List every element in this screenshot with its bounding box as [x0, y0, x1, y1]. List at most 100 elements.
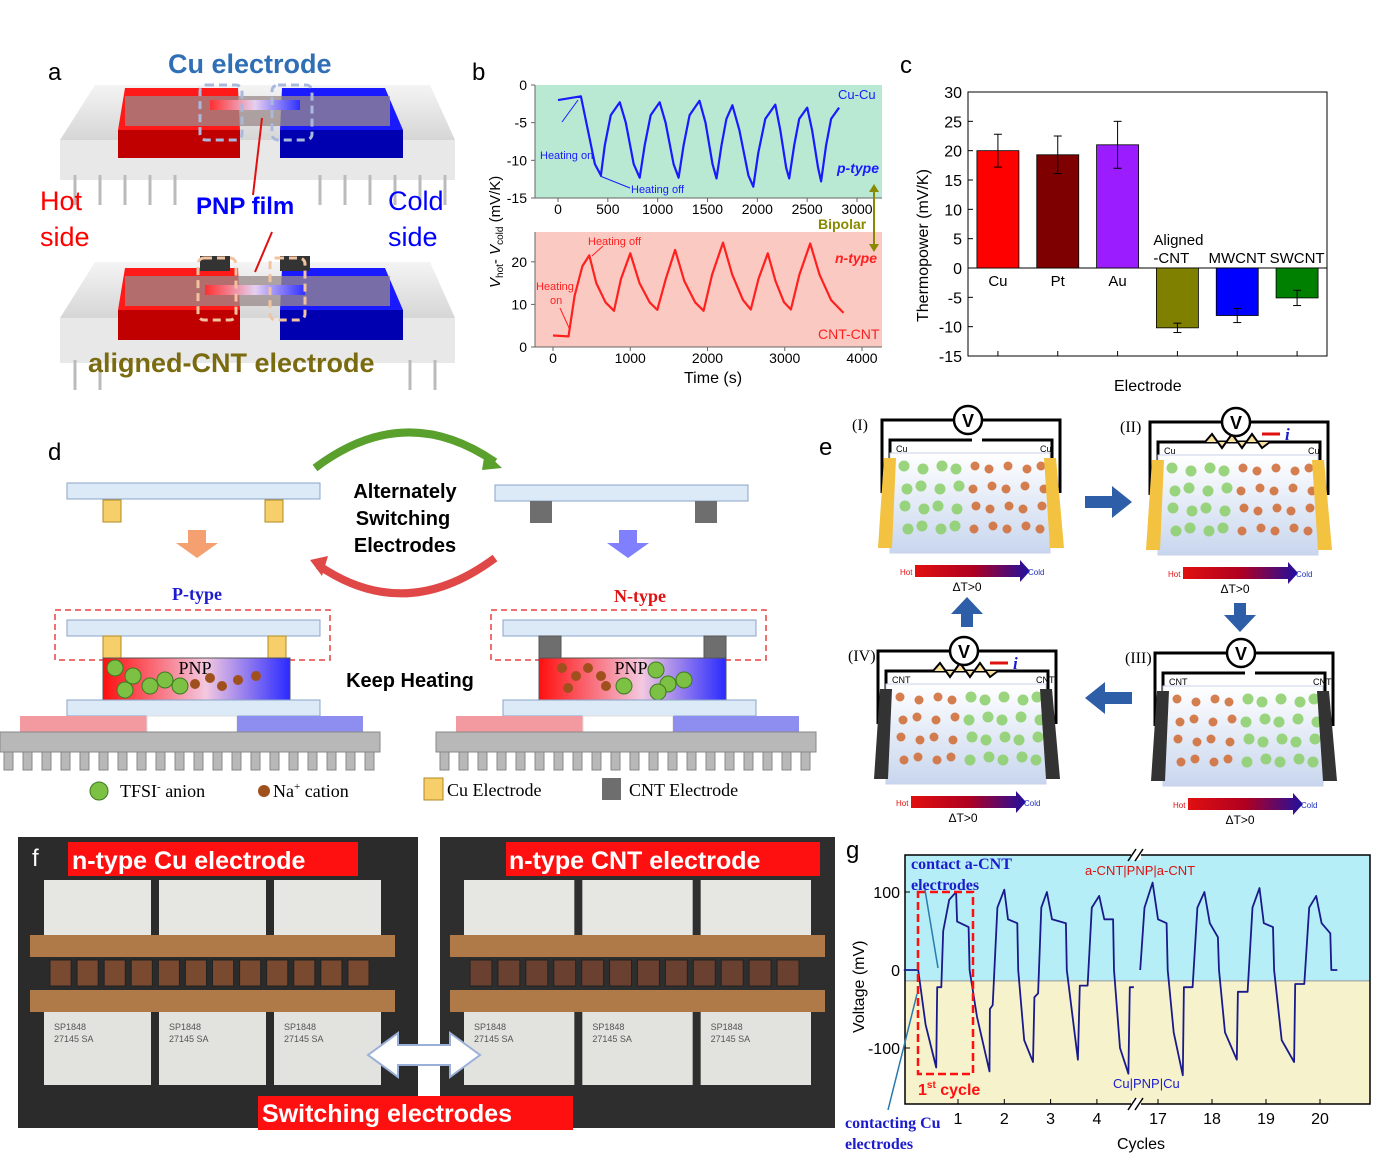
y-tick-label: -10: [507, 152, 527, 168]
cation-dot: [1173, 734, 1183, 744]
anion-dot: [1221, 482, 1233, 494]
copper-tape-bottom: [450, 990, 825, 1012]
heat-sink-fin: [553, 751, 564, 771]
heating-off-label-1: Heating off: [631, 184, 685, 196]
voltmeter-label: V: [962, 411, 974, 431]
voltmeter-icon: [952, 404, 984, 436]
c-ylabel: Thermopower (mV/K): [915, 169, 932, 322]
heat-sink: [0, 731, 381, 753]
te-leg: [553, 959, 577, 987]
anion-dot: [965, 691, 977, 703]
anion-dot: [1242, 693, 1254, 705]
cu-electrode-pad: [267, 635, 287, 659]
tfsi-anion: [141, 677, 159, 695]
cu-electrode-pad: [102, 499, 122, 523]
device-bottom: [60, 256, 455, 390]
tfsi-anion: [171, 677, 189, 695]
heat-sink-fin: [477, 751, 488, 771]
cation-dot: [946, 752, 956, 762]
highlight-box-left-top: [198, 83, 244, 142]
series-line-Cu-Cu: [557, 95, 840, 188]
tfsi-legend-label: TFSI- anion: [120, 781, 205, 801]
copper-tape-bottom: [30, 990, 395, 1012]
fins-bottom: [73, 360, 437, 390]
heat-sink-fin: [307, 751, 318, 771]
te-leg: [581, 959, 605, 987]
cation-dot: [1206, 734, 1216, 744]
cation-dot: [1035, 524, 1045, 534]
cation-dot: [914, 695, 924, 705]
hot-side-label-2: side: [40, 222, 90, 252]
cold-plate: [673, 716, 799, 732]
voltmeter-icon: [948, 635, 980, 667]
cold-label: Cold: [1028, 568, 1044, 577]
heat-sink-fin: [724, 751, 735, 771]
current-label: i: [1285, 425, 1290, 444]
cation-dot: [1208, 717, 1218, 727]
bar-MWCNT: [1215, 267, 1259, 316]
panel-b: Vhot- Vcold (mV/K) 0-5-10-150 500 1000 1500…: [472, 59, 882, 387]
cation-dot: [1256, 523, 1266, 533]
anion-dot: [1294, 696, 1306, 708]
heating-off-pointer-2: [591, 245, 604, 257]
te-module-bottom: [700, 1000, 811, 1085]
cation-dot: [1288, 483, 1298, 493]
te-leg: [130, 959, 153, 987]
cation-dot: [1227, 714, 1237, 724]
te-module-bottom: [159, 1000, 266, 1085]
anion-dot: [1017, 694, 1029, 706]
hot-block-side-bottom: [118, 310, 240, 340]
cation-dot: [1286, 506, 1296, 516]
te-leg: [609, 959, 632, 987]
anion-dot: [1307, 756, 1319, 768]
highlight-box-right-bottom: [268, 256, 307, 322]
cation-dot: [1190, 754, 1200, 764]
heat-sink-fin: [515, 751, 526, 771]
y-tick-label: 100: [873, 885, 900, 902]
anion-dot: [1032, 731, 1044, 743]
cation-dot: [899, 755, 909, 765]
cation-dot: [1290, 466, 1300, 476]
center-text-1: Alternately: [353, 481, 457, 503]
cation-dot: [1022, 464, 1032, 474]
heat-sink-fin: [250, 751, 261, 771]
cation-dot: [971, 501, 981, 511]
switch-arrow-green: [312, 428, 498, 472]
cnt-electrode-pad: [703, 635, 727, 659]
heat-sink-fin: [458, 751, 469, 771]
cold-plate: [237, 716, 363, 732]
anion-dot: [1013, 734, 1025, 746]
cation-dot: [1237, 526, 1247, 536]
heat-sink-fin: [174, 751, 185, 771]
voltage-series-segment-2: [1139, 881, 1338, 1077]
electrode-label-right: Cu: [1040, 444, 1052, 454]
cu-electrode-legend-icon: [423, 777, 444, 801]
electrode-left: [1146, 460, 1164, 550]
contact-cnt-label-1: contact a-CNT: [911, 856, 1012, 873]
te-module-bottom: [582, 1000, 693, 1085]
heating-off-label-2: Heating off: [588, 236, 642, 248]
gap-plate: [582, 715, 674, 733]
n-type-title: N-type: [614, 586, 666, 606]
te-leg: [320, 959, 343, 987]
cation-dot: [968, 484, 978, 494]
electrode-left: [874, 689, 892, 779]
cu-electrode-legend-label: Cu Electrode: [447, 780, 541, 800]
cation-dot: [1238, 463, 1248, 473]
tfsi-anion-icon: [89, 781, 109, 801]
na-cation: [205, 673, 215, 683]
heating-on-label-2a: Heating: [536, 281, 574, 293]
module-print: SP1848: [54, 1022, 86, 1032]
panel-g-annotations: contact a-CNT electrodes a-CNT|PNP|a-CNT…: [845, 856, 1195, 1153]
y-tick-label: 5: [953, 232, 962, 249]
down-arrow-purple: [607, 530, 649, 558]
heating-off-pointer: [599, 175, 631, 189]
y-tick-label: 0: [953, 261, 962, 278]
electrode-label-right: CNT: [1313, 677, 1332, 687]
anion-dot: [951, 503, 963, 515]
anion-dot: [1183, 482, 1195, 494]
na-cation: [190, 679, 200, 689]
te-module-top: [700, 880, 811, 940]
electrode-right: [1317, 691, 1337, 781]
cation-dot: [1002, 524, 1012, 534]
